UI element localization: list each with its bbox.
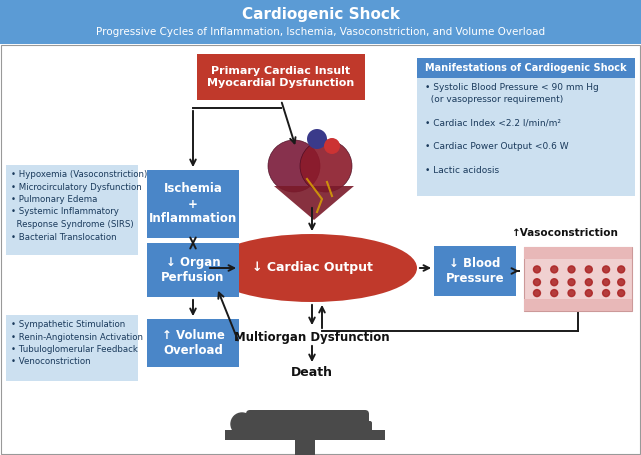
Circle shape	[551, 279, 558, 286]
Circle shape	[551, 266, 558, 273]
FancyBboxPatch shape	[6, 165, 138, 255]
FancyBboxPatch shape	[434, 246, 516, 296]
Text: ↑Vasoconstriction: ↑Vasoconstriction	[512, 228, 619, 238]
FancyBboxPatch shape	[1, 45, 640, 454]
Circle shape	[300, 140, 352, 192]
Circle shape	[533, 279, 540, 286]
Text: Death: Death	[291, 366, 333, 379]
Text: ↓ Cardiac Output: ↓ Cardiac Output	[251, 262, 372, 274]
Circle shape	[603, 289, 610, 297]
Bar	[225, 430, 385, 440]
Circle shape	[307, 129, 327, 149]
Text: Primary Cardiac Insult
Myocardial Dysfunction: Primary Cardiac Insult Myocardial Dysfun…	[208, 66, 354, 88]
Text: Ischemia
+
Inflammation: Ischemia + Inflammation	[149, 182, 237, 226]
Text: ↑ Volume
Overload: ↑ Volume Overload	[162, 329, 224, 357]
Text: • Sympathetic Stimulation
• Renin-Angiotensin Activation
• Tubuloglomerular Feed: • Sympathetic Stimulation • Renin-Angiot…	[11, 320, 143, 366]
Circle shape	[585, 289, 592, 297]
Circle shape	[603, 279, 610, 286]
Circle shape	[533, 266, 540, 273]
FancyBboxPatch shape	[147, 243, 239, 297]
Text: Progressive Cycles of Inflammation, Ischemia, Vasoconstriction, and Volume Overl: Progressive Cycles of Inflammation, Isch…	[96, 27, 545, 37]
FancyBboxPatch shape	[338, 421, 372, 438]
Text: ↓ Organ
Perfusion: ↓ Organ Perfusion	[162, 256, 225, 284]
FancyBboxPatch shape	[246, 410, 369, 436]
Circle shape	[533, 289, 540, 297]
FancyBboxPatch shape	[147, 170, 239, 238]
FancyBboxPatch shape	[0, 0, 641, 44]
Text: ↓ Blood
Pressure: ↓ Blood Pressure	[445, 257, 504, 285]
Circle shape	[568, 266, 575, 273]
Circle shape	[603, 266, 610, 273]
Text: • Hypoxemia (Vasoconstriction)
• Microcirculatory Dysfunction
• Pulmonary Edema
: • Hypoxemia (Vasoconstriction) • Microci…	[11, 170, 147, 242]
FancyBboxPatch shape	[147, 319, 239, 367]
FancyBboxPatch shape	[524, 299, 632, 311]
FancyBboxPatch shape	[6, 315, 138, 381]
FancyBboxPatch shape	[524, 247, 632, 311]
Circle shape	[324, 138, 340, 154]
FancyBboxPatch shape	[524, 247, 632, 259]
Text: Multiorgan Dysfunction: Multiorgan Dysfunction	[234, 330, 390, 344]
Circle shape	[585, 279, 592, 286]
Ellipse shape	[207, 234, 417, 302]
Circle shape	[618, 266, 625, 273]
Bar	[295, 439, 315, 455]
Text: Cardiogenic Shock: Cardiogenic Shock	[242, 6, 399, 21]
Circle shape	[568, 279, 575, 286]
Circle shape	[231, 413, 253, 435]
Text: Manifestations of Cardiogenic Shock: Manifestations of Cardiogenic Shock	[425, 63, 627, 73]
Circle shape	[268, 140, 320, 192]
FancyBboxPatch shape	[417, 58, 635, 196]
FancyBboxPatch shape	[417, 58, 635, 78]
Text: • Systolic Blood Pressure < 90 mm Hg
  (or vasopressor requirement)

• Cardiac I: • Systolic Blood Pressure < 90 mm Hg (or…	[425, 83, 599, 175]
Circle shape	[618, 289, 625, 297]
Polygon shape	[274, 186, 354, 220]
Circle shape	[551, 289, 558, 297]
Circle shape	[585, 266, 592, 273]
Circle shape	[568, 289, 575, 297]
FancyBboxPatch shape	[197, 54, 365, 100]
Circle shape	[618, 279, 625, 286]
